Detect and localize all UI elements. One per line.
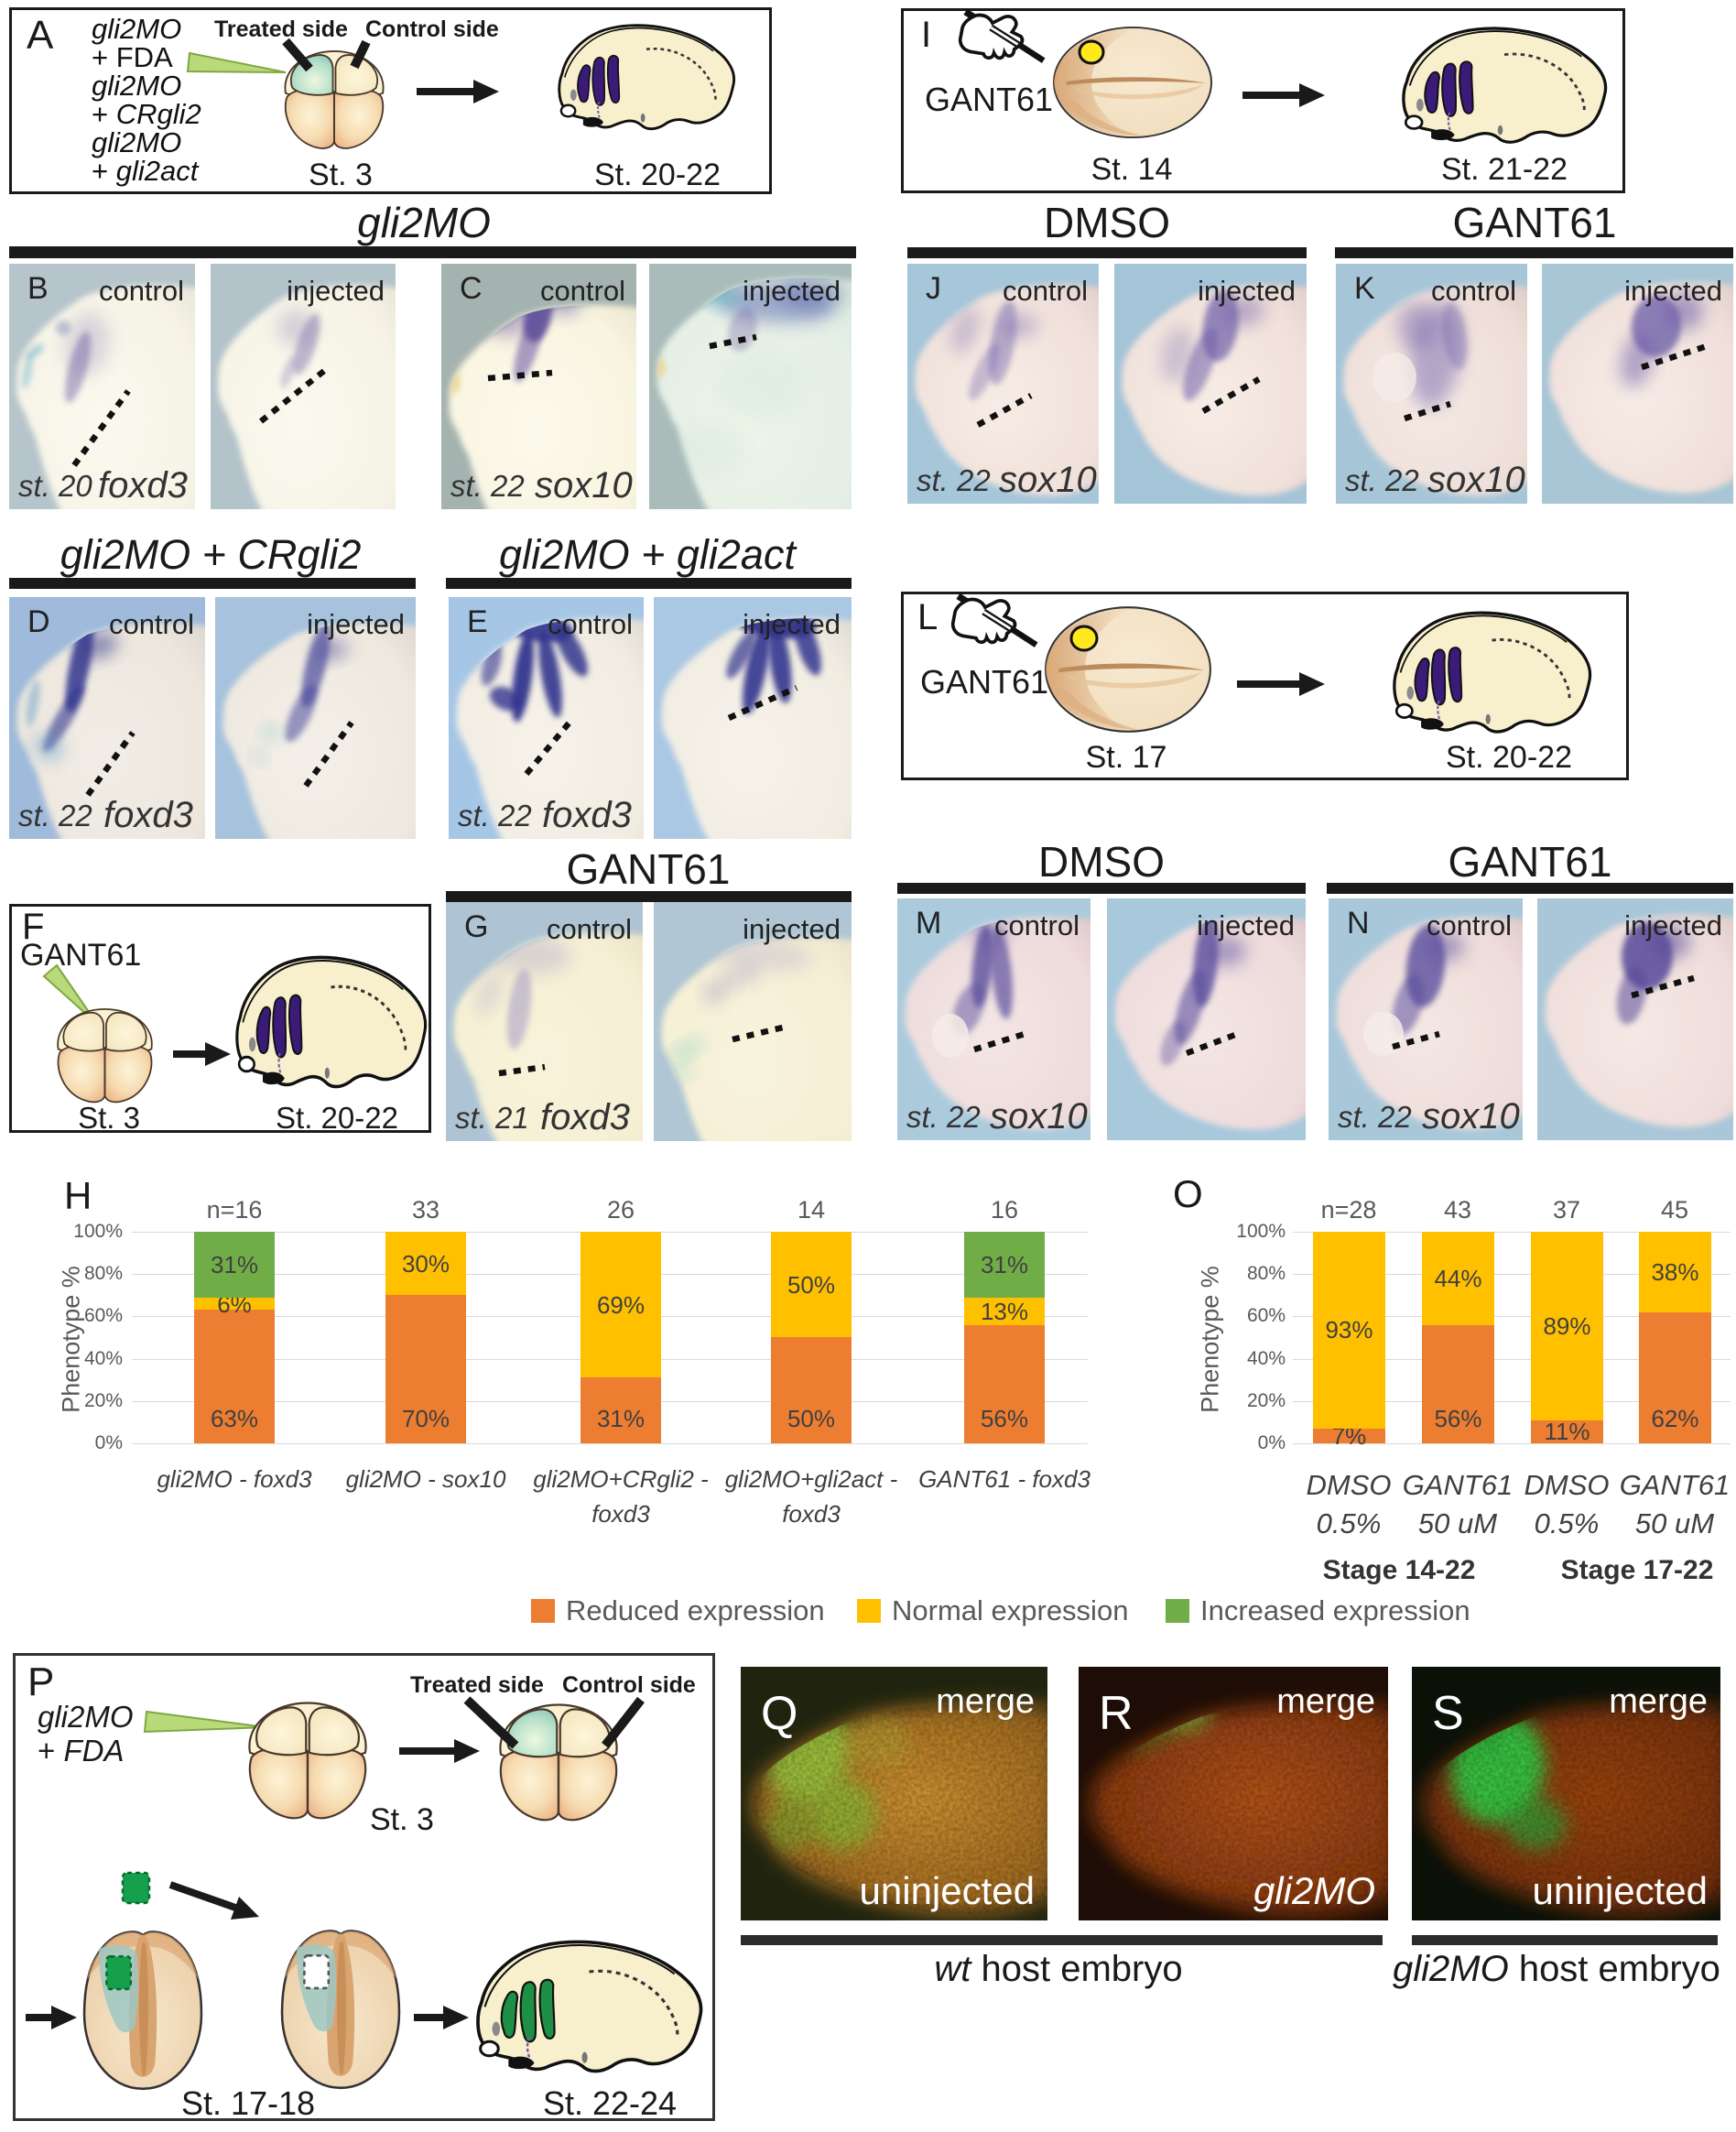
svg-text:control: control xyxy=(548,608,633,640)
svg-text:C: C xyxy=(460,271,483,306)
svg-text:gli2MO: gli2MO xyxy=(1253,1869,1375,1912)
svg-text:R: R xyxy=(1099,1687,1134,1740)
svg-text:foxd3: foxd3 xyxy=(103,795,193,835)
svg-text:st. 22: st. 22 xyxy=(18,799,92,832)
svg-text:E: E xyxy=(467,604,488,639)
svg-text:sox10: sox10 xyxy=(1422,1096,1520,1137)
svg-text:control: control xyxy=(540,275,625,307)
svg-text:merge: merge xyxy=(1276,1682,1375,1721)
svg-text:st. 22: st. 22 xyxy=(1345,463,1419,497)
svg-text:st. 22: st. 22 xyxy=(450,469,525,503)
svg-text:injected: injected xyxy=(1197,909,1295,941)
svg-text:J: J xyxy=(926,271,941,306)
svg-text:st. 22: st. 22 xyxy=(1338,1100,1412,1134)
svg-text:st. 22: st. 22 xyxy=(917,463,991,497)
svg-text:sox10: sox10 xyxy=(990,1096,1088,1137)
svg-text:st. 22: st. 22 xyxy=(906,1100,981,1134)
svg-text:control: control xyxy=(99,275,184,307)
svg-text:control: control xyxy=(1431,275,1516,307)
svg-text:st. 22: st. 22 xyxy=(458,799,532,832)
svg-text:M: M xyxy=(916,906,941,941)
svg-text:injected: injected xyxy=(1624,909,1722,941)
svg-text:st. 21: st. 21 xyxy=(455,1101,529,1135)
svg-text:G: G xyxy=(464,909,488,944)
svg-text:injected: injected xyxy=(743,275,841,307)
svg-text:D: D xyxy=(27,604,50,639)
svg-text:control: control xyxy=(547,913,632,945)
svg-text:control: control xyxy=(109,608,194,640)
svg-text:merge: merge xyxy=(936,1682,1035,1721)
svg-text:N: N xyxy=(1347,906,1370,941)
svg-text:control: control xyxy=(994,909,1080,941)
svg-text:sox10: sox10 xyxy=(1427,460,1525,500)
svg-text:injected: injected xyxy=(743,913,841,945)
svg-text:uninjected: uninjected xyxy=(1533,1869,1708,1912)
svg-text:control: control xyxy=(1003,275,1088,307)
svg-text:Q: Q xyxy=(761,1687,797,1740)
svg-text:B: B xyxy=(27,271,49,306)
svg-text:foxd3: foxd3 xyxy=(540,1097,630,1137)
svg-text:injected: injected xyxy=(743,608,841,640)
svg-text:injected: injected xyxy=(1624,275,1722,307)
svg-text:injected: injected xyxy=(1198,275,1296,307)
svg-text:st. 20: st. 20 xyxy=(18,469,92,503)
svg-text:sox10: sox10 xyxy=(999,460,1097,500)
svg-text:sox10: sox10 xyxy=(535,465,633,506)
svg-text:K: K xyxy=(1354,271,1375,306)
svg-text:control: control xyxy=(1427,909,1512,941)
svg-text:foxd3: foxd3 xyxy=(98,465,188,506)
svg-text:foxd3: foxd3 xyxy=(542,795,632,835)
svg-text:uninjected: uninjected xyxy=(860,1869,1035,1912)
svg-text:merge: merge xyxy=(1609,1682,1708,1721)
svg-text:injected: injected xyxy=(287,275,385,307)
svg-text:injected: injected xyxy=(307,608,405,640)
svg-text:S: S xyxy=(1432,1687,1464,1740)
